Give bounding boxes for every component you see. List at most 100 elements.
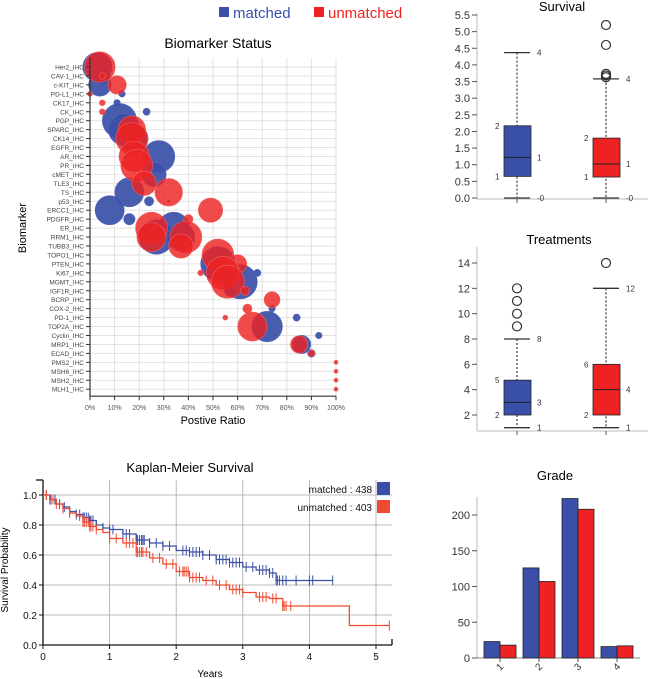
treat-max-label-unmatched: 12 <box>626 284 635 293</box>
legend-label-matched: matched <box>233 5 291 22</box>
biomarker-y-tick-label: PGP_IHC <box>55 118 84 125</box>
surv-q3-label-matched: 2 <box>495 122 500 131</box>
biomarker-bubble-unmatched <box>166 198 172 204</box>
grade-y-tick-label: 200 <box>452 510 470 522</box>
biomarker-y-tick-label: TOPO1_IHC <box>47 252 84 259</box>
biomarker-x-tick-label: 10% <box>108 405 122 412</box>
grade-bar-matched <box>561 498 579 659</box>
biomarker-bubble-unmatched <box>237 311 268 342</box>
biomarker-x-tick-label: 60% <box>231 405 245 412</box>
biomarker-x-tick-label: 80% <box>280 405 294 412</box>
surv-q1-label-unmatched: 1 <box>584 173 589 182</box>
biomarker-title: Biomarker Status <box>164 35 271 51</box>
treat-median-label-unmatched: 4 <box>626 386 631 395</box>
surv-y-tick-label: 3.0 <box>455 93 470 105</box>
survival-title: Survival <box>539 0 585 14</box>
km-y-tick-label: 0.4 <box>23 581 37 592</box>
surv-outlier-unmatched <box>600 68 612 79</box>
grade-bar-matched <box>483 641 501 659</box>
biomarker-bubble-unmatched <box>136 222 167 252</box>
biomarker-x-tick-label: 50% <box>206 405 220 412</box>
biomarker-bubble-unmatched <box>99 108 106 115</box>
treat-min-label-matched: 1 <box>537 424 542 433</box>
biomarker-bubble-unmatched <box>198 197 224 223</box>
biomarker-y-tick-label: RRM1_IHC <box>51 235 85 242</box>
biomarker-bubble-matched <box>123 213 136 226</box>
biomarker-bubble-unmatched <box>333 377 339 383</box>
biomarker-bubble-unmatched <box>290 335 309 354</box>
km-y-label: Survival Probability <box>0 527 11 612</box>
surv-max-label-unmatched: 4 <box>626 75 631 84</box>
biomarker-y-tick-label: CK17_IHC <box>53 100 84 107</box>
biomarker-x-tick-label: 40% <box>181 405 195 412</box>
km-y-tick-label: 1.0 <box>23 491 37 502</box>
km-y-tick-label: 0.8 <box>23 521 37 532</box>
surv-y-tick-label: 3.5 <box>455 77 470 89</box>
biomarker-x-label: Postive Ratio <box>181 415 246 427</box>
legend-swatch-unmatched <box>314 7 324 17</box>
biomarker-y-tick-label: MLH1_IHC <box>52 387 84 394</box>
biomarker-bubble-unmatched <box>333 359 339 365</box>
grade-y-tick-label: 0 <box>464 653 470 665</box>
biomarker-bubble-unmatched <box>333 368 339 374</box>
treat-outlier-matched <box>511 295 523 307</box>
biomarker-y-tick-label: COX-2_IHC <box>49 306 84 313</box>
grade-y-tick-label: 50 <box>458 617 470 629</box>
grade-x-tick-label: 2 <box>533 661 545 673</box>
treat-min-label-unmatched: 1 <box>626 424 631 433</box>
biomarker-y-tick-label: TS_IHC <box>61 190 84 197</box>
biomarker-x-tick-label: 70% <box>255 405 269 412</box>
surv-box-unmatched <box>592 137 621 178</box>
grade-x-tick-label: 3 <box>572 661 584 673</box>
biomarker-y-tick-label: p53_IHC <box>58 199 84 206</box>
surv-min-label-unmatched: -0 <box>626 194 634 203</box>
surv-y-tick-label: 2.0 <box>455 126 470 138</box>
surv-y-tick-label: 0.5 <box>455 176 470 188</box>
biomarker-y-tick-label: ECAD_IHC <box>51 351 84 358</box>
biomarker-y-tick-label: TOP2A_IHC <box>48 324 84 331</box>
surv-y-tick-label: 1.5 <box>455 143 470 155</box>
grade-title: Grade <box>537 468 573 483</box>
biomarker-bubble-matched <box>94 195 125 226</box>
biomarker-y-label: Biomarker <box>17 203 29 253</box>
grade-y-tick-label: 100 <box>452 582 470 594</box>
treat-q3-label-matched: 5 <box>495 376 500 385</box>
biomarker-y-tick-label: Cyclin_IHC <box>51 333 84 340</box>
km-legend-label-unmatched: unmatched : 403 <box>298 503 373 514</box>
biomarker-x-tick-label: 20% <box>132 405 146 412</box>
biomarker-x-tick-label: 90% <box>304 405 318 412</box>
surv-outlier-unmatched <box>600 39 612 51</box>
km-y-tick-label: 0.2 <box>23 611 37 622</box>
biomarker-bubble-unmatched <box>263 291 281 308</box>
biomarker-bubble-unmatched <box>131 170 157 196</box>
treat-y-tick-label: 2 <box>464 410 470 422</box>
biomarker-bubble-unmatched <box>210 264 245 299</box>
treat-y-tick-label: 10 <box>458 309 470 321</box>
treat-max-label-matched: 8 <box>537 335 542 344</box>
km-title: Kaplan-Meier Survival <box>126 460 253 475</box>
km-x-tick-label: 3 <box>240 652 246 663</box>
biomarker-y-tick-label: SPARC_IHC <box>47 127 84 134</box>
treatments-title: Treatments <box>526 232 592 247</box>
biomarker-y-tick-label: MSH2_IHC <box>51 378 84 385</box>
grade-x-tick-label: 1 <box>494 661 506 673</box>
km-x-label: Years <box>197 669 222 679</box>
biomarker-bubble-matched <box>144 196 154 207</box>
biomarker-y-tick-label: c-KIT_IHC <box>54 82 85 89</box>
biomarker-bubbles <box>82 51 339 392</box>
biomarker-bubble-unmatched <box>333 386 339 392</box>
biomarker-y-tick-label: EGFR_IHC <box>51 145 84 152</box>
surv-max-label-matched: 4 <box>537 49 542 58</box>
biomarker-y-tick-label: PMS2_IHC <box>51 360 84 367</box>
km-legend-swatch-unmatched <box>377 500 390 513</box>
surv-y-tick-label: 1.0 <box>455 160 470 172</box>
treat-outlier-matched <box>511 308 523 319</box>
treat-outlier-matched <box>511 283 523 294</box>
biomarker-y-tick-label: MRP1_IHC <box>51 342 84 349</box>
km-y-tick-label: 0.0 <box>23 641 37 652</box>
biomarker-bubble-unmatched <box>240 285 250 296</box>
biomarker-bubble-matched <box>142 107 151 116</box>
treat-y-tick-label: 6 <box>464 359 470 371</box>
treat-median-label-matched: 3 <box>537 398 542 407</box>
